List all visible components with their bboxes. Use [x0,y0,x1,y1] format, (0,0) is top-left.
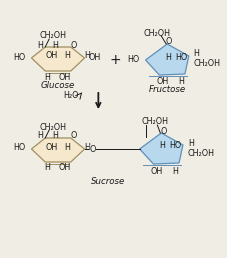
Text: H: H [85,142,90,151]
Polygon shape [140,133,183,164]
Text: OH: OH [156,77,168,86]
Text: H: H [44,72,50,82]
Text: H: H [165,52,171,61]
Text: OH: OH [89,52,101,61]
Text: CH₂OH: CH₂OH [188,149,215,157]
Text: +: + [109,53,121,67]
Text: CH₂OH: CH₂OH [144,28,171,37]
Text: OH: OH [45,142,57,151]
Text: H: H [64,142,70,151]
Text: HO: HO [127,54,140,63]
Text: H: H [52,41,58,50]
Text: HO: HO [175,52,187,61]
Text: HO: HO [13,52,26,61]
Text: HO: HO [13,143,26,152]
Text: O: O [71,41,77,50]
Text: H: H [37,41,43,50]
Text: L: L [88,144,93,154]
Text: Fructose: Fructose [149,85,186,94]
Polygon shape [146,44,189,75]
Polygon shape [32,138,85,162]
Text: H: H [178,77,184,86]
Text: H: H [85,52,90,60]
Text: Sucrose: Sucrose [91,178,125,187]
Text: O: O [89,146,96,155]
Text: HO: HO [169,141,181,150]
Text: CH₂OH: CH₂OH [142,117,169,126]
Text: H: H [194,50,200,59]
Text: H: H [64,52,70,60]
Text: O: O [160,126,166,135]
Text: H: H [188,139,194,148]
Text: H₂O: H₂O [63,91,79,100]
Text: OH: OH [45,52,57,60]
Text: H: H [37,132,43,141]
Text: OH: OH [59,72,71,82]
Text: CH₂OH: CH₂OH [39,31,67,41]
Text: CH₂OH: CH₂OH [39,123,67,132]
Text: O: O [71,132,77,141]
Text: H: H [52,132,58,141]
Polygon shape [32,47,85,71]
Text: H: H [159,141,165,150]
Text: OH: OH [59,164,71,173]
Text: Glucose: Glucose [41,82,75,91]
Text: H: H [172,166,178,175]
Text: CH₂OH: CH₂OH [194,60,221,69]
Text: OH: OH [150,166,163,175]
Text: O: O [166,37,172,46]
Text: H: H [44,164,50,173]
